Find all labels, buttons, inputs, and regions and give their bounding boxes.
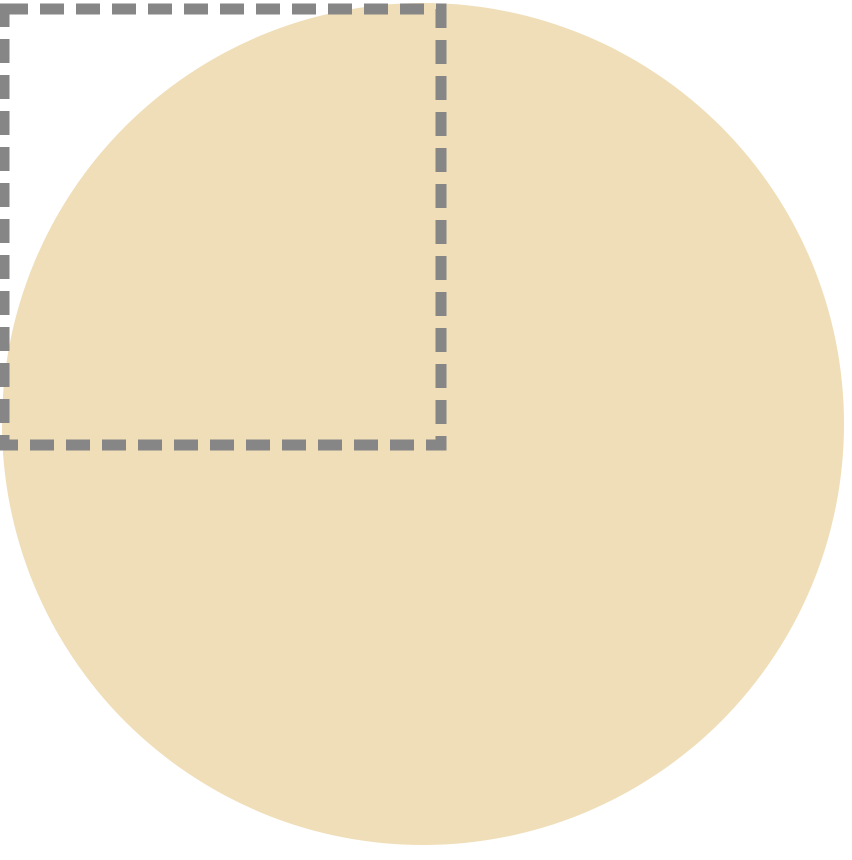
circle-shape	[2, 3, 844, 845]
dashed-square-outline	[0, 3, 447, 451]
